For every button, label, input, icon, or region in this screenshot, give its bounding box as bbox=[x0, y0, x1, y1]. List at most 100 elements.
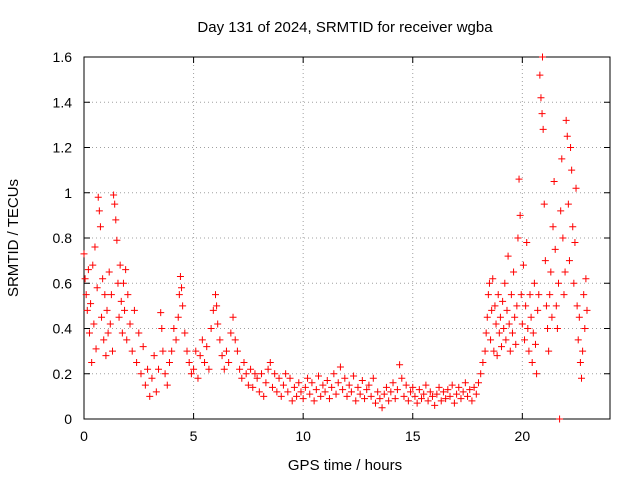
data-point bbox=[222, 347, 230, 355]
data-point bbox=[541, 257, 549, 265]
data-point bbox=[583, 306, 591, 314]
data-point bbox=[286, 374, 294, 382]
data-point bbox=[493, 352, 501, 360]
data-point bbox=[231, 336, 239, 344]
data-point bbox=[565, 257, 573, 265]
data-point bbox=[96, 223, 104, 231]
data-point bbox=[505, 320, 513, 328]
data-point bbox=[485, 279, 493, 287]
data-point bbox=[563, 132, 571, 140]
data-point bbox=[312, 386, 320, 394]
data-point bbox=[84, 266, 92, 274]
data-point bbox=[279, 381, 287, 389]
data-point bbox=[491, 302, 499, 310]
data-point bbox=[165, 358, 173, 366]
data-point bbox=[437, 397, 445, 405]
data-point bbox=[492, 320, 500, 328]
data-point bbox=[123, 336, 131, 344]
data-point bbox=[479, 358, 487, 366]
data-point bbox=[297, 388, 305, 396]
data-point bbox=[229, 313, 237, 321]
data-point bbox=[334, 379, 342, 387]
data-point bbox=[548, 313, 556, 321]
y-tick-label: 1.4 bbox=[53, 94, 73, 110]
data-point bbox=[433, 390, 441, 398]
data-point bbox=[170, 325, 178, 332]
data-point bbox=[192, 347, 200, 355]
data-point bbox=[561, 268, 569, 276]
data-point bbox=[201, 358, 209, 366]
data-point bbox=[501, 279, 509, 287]
data-point bbox=[530, 279, 538, 287]
data-point bbox=[531, 340, 539, 348]
data-point bbox=[172, 336, 180, 344]
data-point bbox=[258, 370, 266, 378]
data-point bbox=[518, 320, 526, 328]
data-point bbox=[537, 94, 545, 102]
data-point bbox=[508, 329, 516, 337]
data-point bbox=[544, 325, 552, 332]
data-point bbox=[426, 388, 434, 396]
data-point bbox=[262, 379, 270, 387]
data-point bbox=[266, 358, 274, 366]
data-point bbox=[488, 306, 496, 314]
data-point bbox=[190, 365, 198, 373]
data-point bbox=[321, 388, 329, 396]
data-point bbox=[277, 392, 285, 400]
data-point bbox=[538, 53, 546, 61]
data-point bbox=[93, 284, 101, 292]
data-point bbox=[144, 365, 152, 373]
data-point bbox=[158, 325, 166, 332]
data-point bbox=[559, 234, 567, 242]
x-axis-label: GPS time / hours bbox=[288, 457, 402, 474]
data-point bbox=[282, 370, 290, 378]
data-point bbox=[81, 275, 89, 283]
data-point bbox=[556, 415, 564, 423]
data-point bbox=[498, 343, 506, 351]
data-point bbox=[175, 291, 183, 299]
data-point bbox=[514, 234, 522, 242]
data-point bbox=[431, 401, 439, 409]
data-point bbox=[255, 388, 263, 396]
data-point bbox=[161, 370, 169, 378]
data-point bbox=[124, 291, 132, 299]
data-point bbox=[496, 313, 504, 321]
data-point bbox=[85, 329, 93, 337]
data-point bbox=[422, 381, 430, 389]
data-point bbox=[542, 302, 550, 310]
data-point bbox=[562, 116, 570, 124]
data-point bbox=[264, 365, 272, 373]
data-point bbox=[507, 291, 515, 299]
data-point bbox=[90, 320, 98, 328]
data-point bbox=[330, 370, 338, 378]
data-point bbox=[400, 392, 408, 400]
data-point bbox=[489, 275, 497, 283]
data-point bbox=[389, 379, 397, 387]
data-point bbox=[102, 352, 110, 360]
data-point bbox=[358, 377, 366, 385]
data-point bbox=[212, 291, 219, 299]
data-point bbox=[233, 347, 241, 355]
data-point bbox=[343, 392, 351, 400]
plot-frame bbox=[83, 56, 611, 420]
data-point bbox=[244, 381, 252, 389]
data-point bbox=[558, 155, 566, 163]
data-point bbox=[306, 390, 314, 398]
data-point bbox=[341, 374, 349, 382]
data-point bbox=[213, 302, 221, 310]
data-point bbox=[439, 388, 447, 396]
data-point bbox=[122, 266, 130, 274]
data-point bbox=[472, 390, 480, 398]
data-point bbox=[569, 223, 577, 231]
data-point bbox=[361, 395, 369, 403]
data-point bbox=[112, 216, 120, 224]
data-point bbox=[513, 302, 521, 310]
data-point bbox=[446, 392, 454, 400]
data-point bbox=[323, 377, 331, 385]
data-point bbox=[499, 297, 507, 305]
data-point bbox=[92, 345, 100, 353]
data-point bbox=[553, 325, 561, 332]
data-point bbox=[515, 175, 523, 183]
data-point bbox=[546, 291, 554, 299]
data-point bbox=[549, 223, 557, 231]
